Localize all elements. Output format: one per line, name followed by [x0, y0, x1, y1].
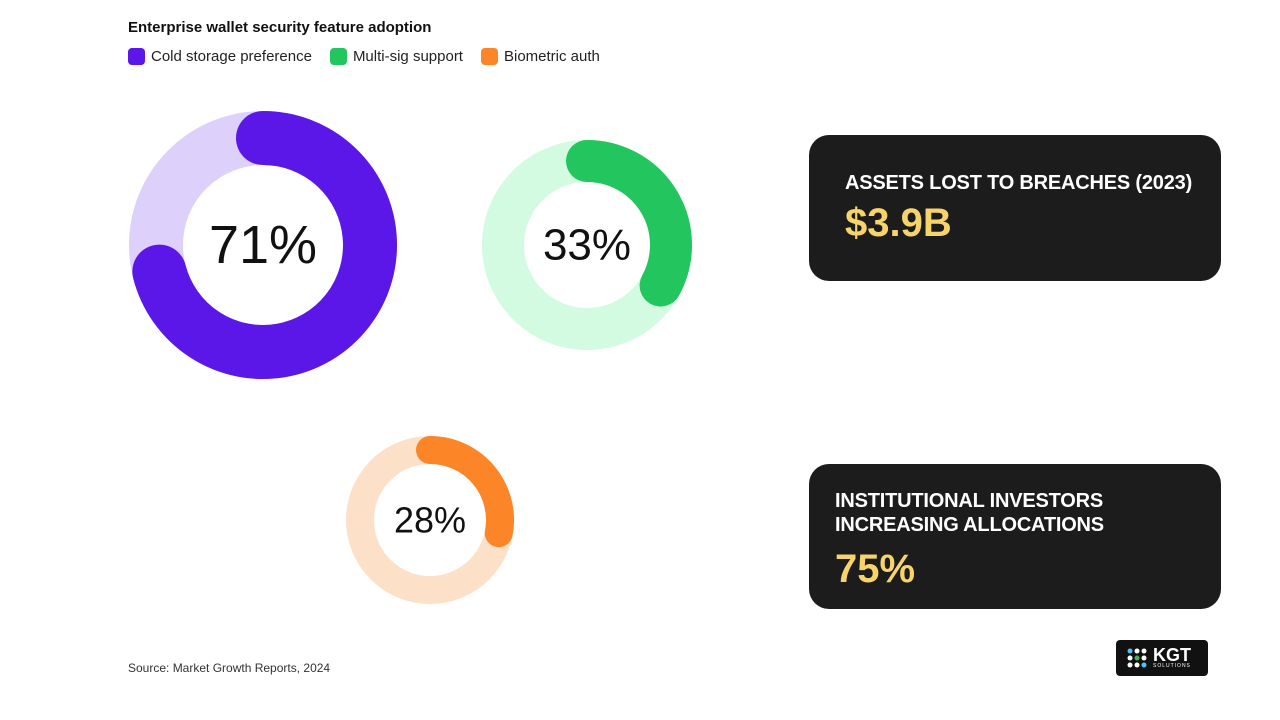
donut-label: 28% — [394, 500, 466, 541]
legend-item: Biometric auth — [480, 48, 600, 65]
legend-swatch — [480, 48, 498, 65]
logo: KGT SOLUTIONS — [1116, 640, 1208, 676]
legend-swatch — [128, 48, 145, 65]
stat-label: ASSETS LOST TO BREACHES (2023) — [845, 172, 1193, 194]
donut-label: 71% — [209, 215, 317, 275]
stat-card: ASSETS LOST TO BREACHES (2023) $3.9B — [809, 135, 1221, 281]
donut-arc — [566, 140, 692, 307]
logo-icon — [1127, 648, 1147, 668]
donut-arc — [132, 111, 397, 379]
legend-item: Multi-sig support — [329, 48, 463, 65]
legend-label: Cold storage preference — [151, 48, 312, 65]
chart-title: Enterprise wallet security feature adopt… — [128, 19, 432, 36]
legend-item: Cold storage preference — [128, 48, 312, 65]
stat-label: INSTITUTIONAL INVESTORS INCREASING ALLOC… — [835, 490, 1104, 536]
stat-value: 75% — [835, 547, 916, 591]
logo-subtext: SOLUTIONS — [1153, 663, 1191, 669]
source-note: Source: Market Growth Reports, 2024 — [128, 661, 331, 675]
donut-charts: 71% 33% 28% — [129, 111, 692, 604]
donut-label: 33% — [543, 221, 631, 270]
legend-label: Biometric auth — [503, 48, 600, 65]
legend: Cold storage preference Multi-sig support… — [128, 48, 600, 65]
stat-card: INSTITUTIONAL INVESTORS INCREASING ALLOC… — [809, 464, 1221, 609]
logo-text: KGT — [1153, 645, 1191, 665]
stat-value: $3.9B — [845, 201, 952, 245]
legend-label: Multi-sig support — [352, 48, 463, 65]
donut-arc — [416, 436, 514, 548]
legend-swatch — [329, 48, 347, 65]
